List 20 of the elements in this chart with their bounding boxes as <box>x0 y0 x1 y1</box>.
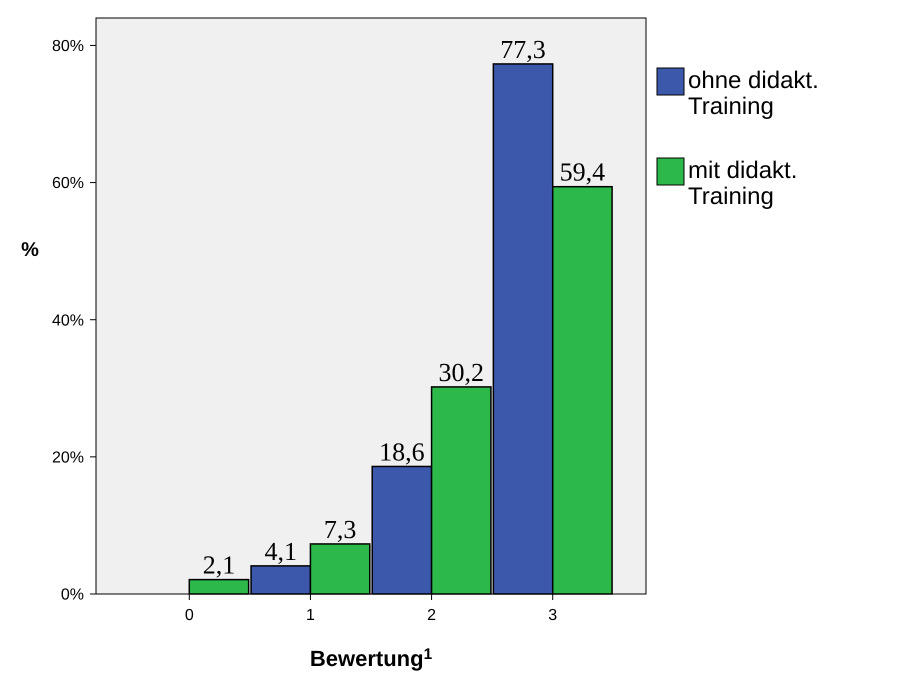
data-label: 4,1 <box>264 536 297 566</box>
x-tick-label: 1 <box>306 607 315 624</box>
y-tick-label: 40% <box>52 312 84 330</box>
y-tick-label: 60% <box>52 175 84 192</box>
legend-label: mit didakt. Training <box>688 157 798 210</box>
data-label: 18,6 <box>379 437 425 466</box>
data-label: 2,1 <box>202 550 236 580</box>
y-axis-title: % <box>21 239 40 261</box>
data-label: 30,2 <box>438 358 484 387</box>
data-label: 59,4 <box>560 158 606 187</box>
y-tick-label: 80% <box>52 38 84 56</box>
data-label: 77,3 <box>500 34 546 64</box>
data-label: 7,3 <box>324 514 356 544</box>
y-tick-label: 0% <box>60 586 84 604</box>
x-axis-title: Bewertung$^{1}$ <box>310 646 433 671</box>
legend-label: ohne didakt. Training <box>688 67 819 120</box>
x-tick-label: 2 <box>427 607 436 624</box>
x-tick-label: 0 <box>184 607 194 624</box>
y-tick-label: 20% <box>52 449 84 466</box>
x-tick-label: 3 <box>548 607 558 624</box>
